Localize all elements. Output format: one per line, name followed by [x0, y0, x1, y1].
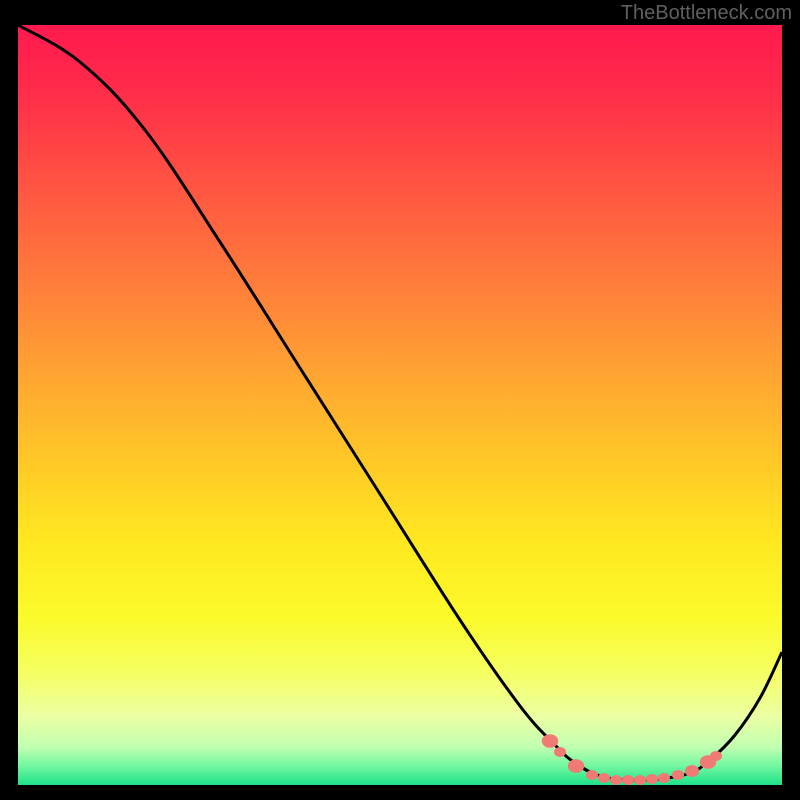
watermark-text: TheBottleneck.com	[621, 2, 792, 25]
plot-area	[18, 25, 782, 785]
gradient-background	[18, 25, 782, 785]
chart-container: TheBottleneck.com	[0, 0, 800, 800]
